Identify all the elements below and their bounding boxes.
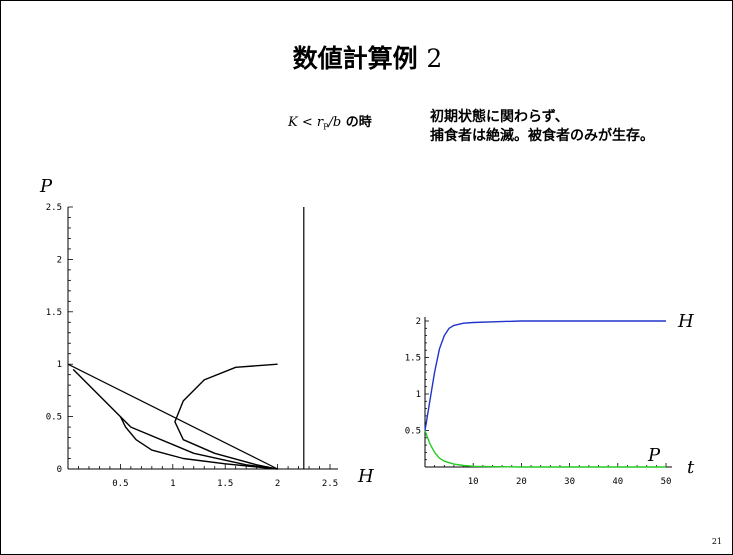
phase-y-tick-label: 0.5 bbox=[46, 413, 62, 423]
phase-y-tick-label: 1 bbox=[57, 360, 62, 370]
condition-r: r bbox=[316, 115, 324, 130]
phase-x-tick-label: 1 bbox=[170, 479, 175, 489]
description-line-2: 捕食者は絶滅。被食者のみが生存。 bbox=[430, 128, 654, 144]
time-x-label: t bbox=[687, 457, 695, 478]
time-x-tick-label: 30 bbox=[564, 477, 575, 487]
phase-x-tick-label: 2 bbox=[275, 479, 280, 489]
time-series-H bbox=[424, 320, 666, 431]
condition-lt: < bbox=[297, 115, 317, 130]
condition-k: K bbox=[288, 115, 298, 130]
phase-x-tick-label: 2.5 bbox=[322, 479, 338, 489]
description-line-1: 初期状態に関わらず、 bbox=[430, 109, 569, 125]
time-x-tick-label: 40 bbox=[612, 477, 623, 487]
series-label-P: P bbox=[647, 445, 661, 466]
phase-x-tick-label: 1.5 bbox=[217, 479, 233, 489]
condition-sub: P bbox=[323, 122, 329, 132]
time-y-tick-label: 1.5 bbox=[405, 354, 421, 364]
time-plot: 10 20 30 40 50 0.5 1 1.5 2 t H P bbox=[405, 311, 695, 487]
description: 初期状態に関わらず、 捕食者は絶滅。被食者のみが生存。 bbox=[430, 108, 654, 146]
phase-y-tick-label: 2 bbox=[57, 255, 62, 265]
condition-suffix: の時 bbox=[341, 115, 372, 130]
time-y-tick-label: 0.5 bbox=[405, 427, 421, 437]
phase-trajectory bbox=[119, 416, 278, 470]
phase-x-label: H bbox=[357, 466, 374, 487]
phase-x-tick-label: 0.5 bbox=[112, 479, 128, 489]
condition-b: /b bbox=[328, 115, 342, 130]
phase-y-label: P bbox=[39, 176, 53, 197]
phase-nullcline bbox=[67, 363, 278, 470]
phase-trajectory bbox=[174, 363, 278, 470]
condition-formula: K < rP/b の時 bbox=[288, 111, 372, 132]
time-x-tick-label: 10 bbox=[468, 477, 479, 487]
time-y-tick-label: 2 bbox=[416, 317, 421, 327]
title-number: 2 bbox=[426, 44, 443, 73]
time-y-tick-label: 1 bbox=[416, 390, 421, 400]
time-series-P bbox=[424, 430, 666, 468]
slide-title: 数値計算例 2 bbox=[1, 39, 733, 75]
phase-y-tick-label: 1.5 bbox=[46, 308, 62, 318]
series-label-H: H bbox=[677, 311, 694, 332]
phase-trajectory bbox=[72, 368, 278, 470]
phase-y-tick-label: 2.5 bbox=[46, 203, 62, 213]
page-number: 21 bbox=[711, 537, 722, 546]
title-main: 数値計算例 bbox=[292, 44, 418, 73]
time-x-tick-label: 50 bbox=[661, 477, 672, 487]
time-x-tick-label: 20 bbox=[516, 477, 527, 487]
phase-plot: 0.5 1 1.5 2 2.5 0 0.5 1 1.5 2 2.5 H P bbox=[39, 176, 374, 489]
phase-y-tick-label: 0 bbox=[57, 465, 62, 475]
